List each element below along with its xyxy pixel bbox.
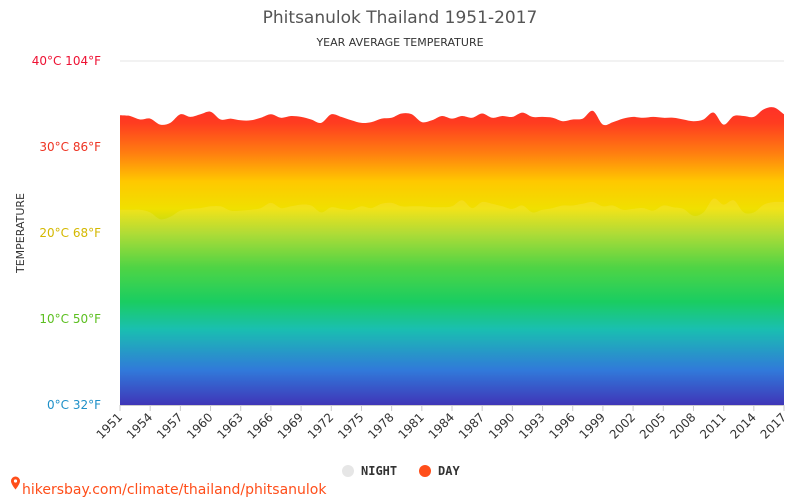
x-axis-ticks: 1951195419571960196319661969197219751978… <box>94 405 789 442</box>
chart-subtitle: YEAR AVERAGE TEMPERATURE <box>315 36 483 49</box>
y-tick-label-20: 20°C 68°F <box>39 226 101 240</box>
y-tick-label-0: 0°C 32°F <box>47 398 101 412</box>
x-tick-label-1972: 1972 <box>305 410 336 441</box>
x-tick-label-1984: 1984 <box>426 410 457 441</box>
x-tick-label-1966: 1966 <box>245 410 276 441</box>
x-tick-label-1990: 1990 <box>486 410 517 441</box>
x-tick-label-1987: 1987 <box>456 410 487 441</box>
legend: NIGHT DAY <box>342 464 460 478</box>
x-tick-label-2005: 2005 <box>637 410 668 441</box>
plot-area <box>120 107 784 405</box>
x-tick-label-1993: 1993 <box>516 410 547 441</box>
source-credit[interactable]: hikersbay.com/climate/thailand/phitsanul… <box>11 476 327 498</box>
chart-title: Phitsanulok Thailand 1951-2017 <box>263 8 538 28</box>
y-tick-label-10: 10°C 50°F <box>39 312 101 326</box>
x-tick-label-1969: 1969 <box>275 410 306 441</box>
x-tick-label-1957: 1957 <box>154 410 185 441</box>
legend-label-night: NIGHT <box>361 464 397 478</box>
x-tick-label-1951: 1951 <box>94 410 125 441</box>
night-temperature-area <box>120 198 784 405</box>
x-tick-label-2014: 2014 <box>727 410 758 441</box>
source-link[interactable]: hikersbay.com/climate/thailand/phitsanul… <box>22 482 327 498</box>
y-tick-label-30: 30°C 86°F <box>39 140 101 154</box>
y-tick-label-40: 40°C 104°F <box>32 54 101 68</box>
x-tick-label-1978: 1978 <box>365 410 396 441</box>
legend-label-day: DAY <box>438 464 460 478</box>
legend-item-night[interactable]: NIGHT <box>342 464 397 478</box>
map-pin-dot <box>13 479 18 483</box>
x-tick-label-1954: 1954 <box>124 410 155 441</box>
x-tick-label-2008: 2008 <box>667 410 698 441</box>
x-tick-label-1963: 1963 <box>214 410 245 441</box>
day-temperature-area <box>120 107 784 405</box>
map-pin-icon <box>11 476 20 490</box>
legend-item-day[interactable]: DAY <box>419 464 460 478</box>
x-tick-label-1996: 1996 <box>546 410 577 441</box>
x-tick-label-1981: 1981 <box>395 410 426 441</box>
x-tick-label-2002: 2002 <box>607 410 638 441</box>
legend-swatch-day <box>419 465 431 477</box>
x-tick-label-1975: 1975 <box>335 410 366 441</box>
x-tick-label-2017: 2017 <box>758 410 789 441</box>
x-tick-label-2011: 2011 <box>697 410 728 441</box>
x-tick-label-1960: 1960 <box>184 410 215 441</box>
y-axis-label: TEMPERATURE <box>14 193 27 274</box>
x-tick-label-1999: 1999 <box>577 410 608 441</box>
y-axis-ticks: 0°C 32°F 10°C 50°F 20°C 68°F 30°C 86°F 40°C … <box>32 54 101 412</box>
legend-swatch-night <box>342 465 354 477</box>
